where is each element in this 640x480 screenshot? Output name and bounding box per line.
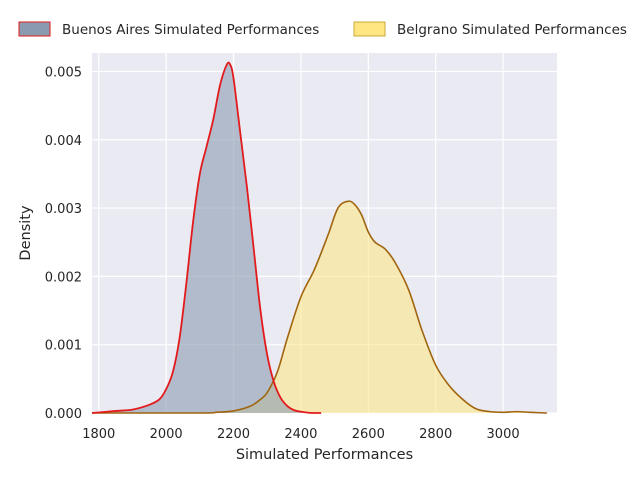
y-tick-label: 0.001 <box>45 339 82 354</box>
legend-swatch-buenos-aires <box>18 21 51 37</box>
y-tick-label: 0.005 <box>45 65 82 80</box>
x-tick-labels: 1800 2000 2200 2400 2600 2800 3000 <box>82 427 519 442</box>
x-tick-label: 3000 <box>487 427 520 442</box>
legend-label-belgrano: Belgrano Simulated Performances <box>397 22 627 38</box>
x-tick-label: 2400 <box>284 427 317 442</box>
legend: Buenos Aires Simulated Performances Belg… <box>18 21 627 38</box>
x-tick-label: 2800 <box>419 427 452 442</box>
legend-swatch-belgrano <box>353 21 386 37</box>
y-tick-label: 0.002 <box>45 270 82 285</box>
y-tick-label: 0.003 <box>45 202 82 217</box>
x-tick-label: 2200 <box>217 427 250 442</box>
y-tick-label: 0.000 <box>45 407 82 422</box>
y-axis-label: Density <box>18 205 34 261</box>
density-areas <box>91 61 547 414</box>
line-belgrano <box>91 200 547 414</box>
x-tick-label: 1800 <box>82 427 115 442</box>
x-tick-label: 2000 <box>150 427 183 442</box>
area-buenos-aires <box>92 62 322 414</box>
x-tick-label: 2600 <box>352 427 385 442</box>
legend-label-buenos-aires: Buenos Aires Simulated Performances <box>62 22 319 38</box>
y-tick-label: 0.004 <box>45 134 82 149</box>
y-tick-labels: 0.000 0.001 0.002 0.003 0.004 0.005 <box>45 65 82 422</box>
line-buenos-aires <box>91 61 322 414</box>
x-axis-label: Simulated Performances <box>236 447 413 463</box>
